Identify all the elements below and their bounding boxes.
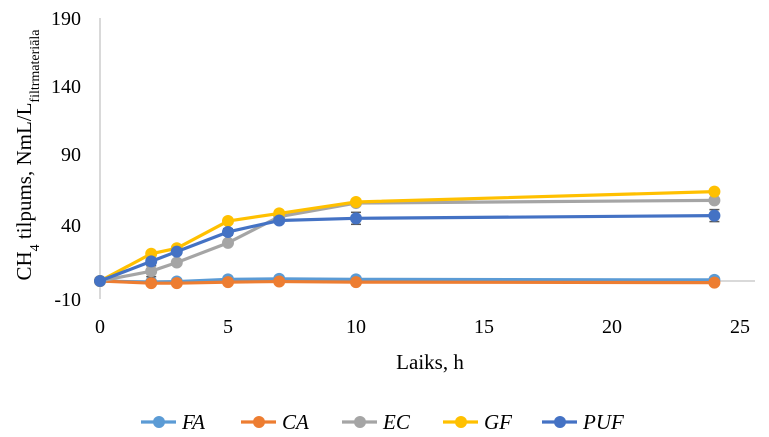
legend-swatch-marker: [354, 416, 366, 428]
data-point: [273, 214, 286, 227]
series-line-puf: [99, 214, 715, 283]
data-point: [145, 255, 158, 268]
data-point: [145, 277, 158, 290]
y-axis-title: CH4 tilpums, NmL/Lfiltrmateriāla: [12, 29, 43, 281]
series-line-gf: [99, 190, 715, 283]
data-point: [222, 225, 234, 238]
data-point: [350, 195, 362, 208]
data-point: [145, 265, 158, 278]
x-axis-title: Laiks, h: [396, 350, 464, 374]
data-point: [222, 236, 234, 249]
data-point: [170, 256, 183, 269]
series-puf: [94, 208, 721, 287]
data-point: [708, 185, 721, 198]
legend-swatch-marker: [455, 416, 467, 428]
data-point: [222, 215, 234, 228]
x-tick-label: 5: [223, 316, 233, 338]
legend-item-fa: FA: [141, 410, 205, 434]
x-tick-label: 0: [95, 316, 105, 338]
y-axis-title-main: CH: [12, 251, 36, 280]
data-point: [708, 276, 721, 289]
legend-label: FA: [181, 410, 205, 434]
legend-swatch-marker: [153, 416, 165, 428]
data-point: [273, 275, 286, 288]
tick-layer: 0 5 10 15 20 25 -10 40 90 140 190: [51, 8, 750, 338]
data-point: [708, 194, 721, 207]
y-tick-label: -10: [54, 289, 81, 311]
series-ca: [94, 275, 721, 290]
legend: FA CA EC GF PUF: [141, 410, 624, 434]
legend-swatch-marker: [253, 416, 265, 428]
data-point: [350, 212, 362, 225]
data-point: [708, 209, 721, 222]
legend-item-ca: CA: [241, 410, 309, 434]
y-axis-title-middle: tilpums, NmL/L: [12, 103, 36, 245]
y-tick-label: 90: [61, 144, 81, 166]
y-tick-label: 190: [51, 8, 81, 30]
x-tick-label: 10: [346, 316, 366, 338]
axes: [99, 18, 755, 299]
legend-label: EC: [382, 410, 411, 434]
legend-swatch-marker: [554, 416, 566, 428]
y-axis-title-sub2: filtrmateriāla: [28, 29, 43, 103]
data-point: [94, 275, 106, 287]
data-point: [170, 277, 183, 290]
series-gf: [94, 185, 721, 287]
data-point: [170, 245, 183, 258]
x-tick-label: 15: [474, 316, 494, 338]
legend-label: GF: [484, 410, 512, 434]
series-line-ca: [99, 279, 715, 285]
data-point: [350, 276, 362, 289]
legend-item-ec: EC: [342, 410, 411, 434]
legend-label: CA: [282, 410, 309, 434]
series-layer: [94, 185, 721, 290]
legend-label: PUF: [582, 410, 624, 434]
x-tick-label: 25: [730, 316, 750, 338]
y-axis-title-sub1: 4: [28, 244, 43, 251]
y-tick-label: 40: [61, 215, 81, 237]
legend-item-gf: GF: [443, 410, 512, 434]
data-point: [222, 276, 234, 289]
y-tick-label: 140: [51, 76, 81, 98]
series-fa: [94, 272, 721, 289]
legend-item-puf: PUF: [542, 410, 624, 434]
x-tick-label: 20: [602, 316, 622, 338]
